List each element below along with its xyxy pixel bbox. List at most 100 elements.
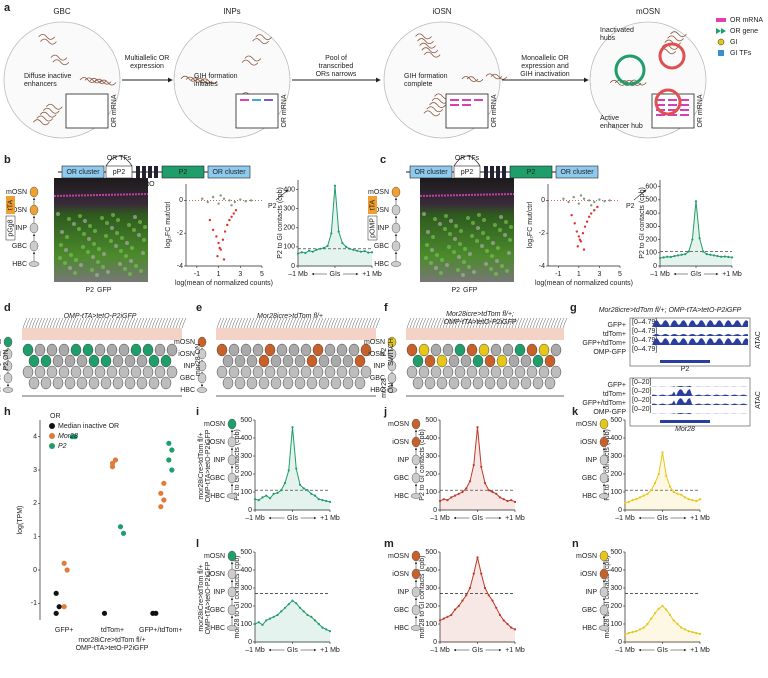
neuron [430, 365, 442, 379]
y-tick-label: 0 [433, 639, 437, 646]
cilia [133, 317, 139, 329]
micrograph-cell [439, 271, 443, 275]
y-tick-label: 500 [240, 417, 252, 424]
neuron [258, 354, 270, 368]
point [603, 200, 606, 203]
neuron [154, 343, 166, 357]
cell [227, 472, 237, 484]
neuron [216, 365, 228, 379]
cell [411, 418, 421, 430]
cilia [469, 317, 475, 329]
micrograph-cell [466, 216, 470, 220]
y-tick-label: 100 [240, 489, 252, 496]
neuron [312, 365, 324, 379]
cilia [43, 317, 49, 329]
point [244, 200, 247, 203]
micrograph-cell [132, 228, 136, 232]
point [158, 504, 164, 510]
point [687, 498, 690, 501]
cilia [216, 317, 222, 329]
mrna-bar [680, 99, 689, 101]
chromatin [255, 34, 272, 40]
cell [387, 360, 397, 372]
point [283, 481, 287, 485]
neuron [112, 354, 124, 368]
cell [390, 261, 402, 267]
neuron [466, 365, 478, 379]
neuron [94, 365, 106, 379]
point [230, 204, 233, 207]
lineage-label: iOSN [372, 207, 389, 214]
track-frame [629, 317, 751, 367]
x-tick-label: –1 Mb [430, 647, 450, 654]
point [472, 572, 475, 575]
neuron [324, 343, 336, 357]
cilia [327, 317, 333, 329]
x-tick-label: +1 Mb [690, 647, 710, 654]
point [672, 490, 675, 494]
stage-title: iOSN [432, 7, 451, 16]
driver-box [367, 215, 378, 241]
micrograph-cell [459, 229, 463, 233]
point [112, 457, 119, 463]
micrograph-cell [438, 222, 442, 226]
point [582, 197, 586, 200]
point [219, 194, 222, 197]
point [257, 621, 260, 624]
cilia [55, 317, 61, 329]
y-axis-label: P2 to GI contacts (cpb) [419, 429, 426, 501]
x-tick-label: GIs [657, 647, 668, 654]
point [61, 560, 67, 566]
cilia [97, 317, 103, 329]
genotype-label: mor28iCre>tdTom fl/+ [198, 564, 205, 631]
point [56, 604, 62, 610]
transition-label: GIH inactivation [520, 71, 570, 78]
x-axis-label: log(mean of normalized counts) [535, 280, 633, 287]
point [310, 615, 313, 618]
chromatin [670, 31, 687, 38]
mrna-bar [450, 104, 459, 106]
neuron [336, 343, 348, 357]
point [308, 249, 311, 252]
cell [3, 360, 13, 372]
cilia [499, 317, 505, 329]
neuron [288, 343, 300, 357]
micrograph-cell [477, 213, 481, 217]
cilia [279, 317, 285, 329]
neuron [228, 365, 240, 379]
cilia [409, 317, 415, 329]
micrograph-cell [91, 255, 95, 259]
micrograph-cell [139, 269, 143, 273]
point [657, 607, 660, 610]
point [233, 200, 237, 204]
cilia [73, 317, 79, 329]
micrograph-cell [73, 271, 77, 275]
cilia [258, 317, 264, 329]
lineage-label: iOSN [368, 351, 385, 358]
lineage-label: HBC [374, 261, 389, 268]
cilia [118, 317, 124, 329]
point [502, 619, 505, 622]
micrograph-cell [86, 250, 90, 254]
x-axis-label: OMP-tTA>tetO-P2iGFP [76, 645, 149, 652]
point [695, 499, 698, 503]
y-tick-label: -2 [177, 230, 183, 237]
point [680, 626, 683, 629]
cilia [273, 317, 279, 329]
cell [3, 336, 13, 348]
cilia [357, 317, 363, 329]
chromatin [667, 35, 684, 42]
area [440, 427, 515, 510]
micrograph-cell [95, 273, 99, 277]
panel-label: h [4, 406, 11, 418]
cilia [547, 317, 553, 329]
micrograph-cell [116, 218, 120, 222]
micrograph-cell [444, 214, 448, 218]
x-tick-label: +1 Mb [690, 515, 710, 522]
micrograph-cell [143, 225, 147, 229]
construct-label: OR TFs [107, 155, 132, 162]
micrograph-cell [119, 249, 123, 253]
point [166, 457, 172, 463]
micrograph-cell [83, 219, 87, 223]
neuron [550, 365, 562, 379]
